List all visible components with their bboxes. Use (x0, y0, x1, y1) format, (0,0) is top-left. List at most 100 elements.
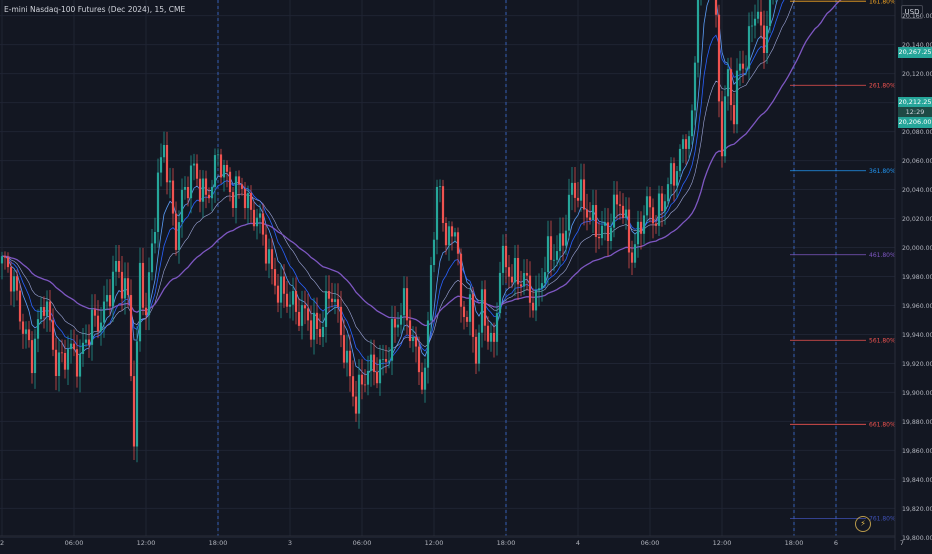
candle-body (111, 271, 115, 307)
candle-body (3, 256, 7, 258)
candle-body (174, 213, 178, 250)
candle-body (576, 197, 580, 201)
candle-body (579, 179, 583, 201)
candle-body (0, 256, 4, 264)
candle-body (51, 320, 55, 350)
candle-body (99, 322, 103, 332)
y-tick-label: 19,820.00 (902, 506, 932, 513)
time-axis: 2 06:00 12:00 18:00 3 06:00 12:00 18:00 4 06:00 12… (0, 535, 904, 547)
candle-body (63, 353, 67, 370)
candle-body (600, 225, 604, 239)
x-tick-label: 12:00 (713, 539, 732, 547)
candle-body (411, 336, 415, 342)
candle-body (84, 339, 88, 343)
candle-body (492, 332, 496, 342)
candle-body (108, 295, 112, 307)
candle-body (378, 359, 382, 384)
candle-body (495, 313, 499, 342)
candle-body (267, 249, 271, 264)
candle-body (117, 260, 121, 272)
candle-body (663, 201, 667, 212)
x-tick-label: 06:00 (641, 539, 660, 547)
candle-body (243, 188, 247, 209)
candle-body (486, 325, 490, 342)
candle-body (57, 352, 61, 377)
candle-body (516, 258, 520, 285)
candle-body (321, 326, 325, 337)
candle-body (465, 317, 469, 322)
candle-body (408, 320, 412, 342)
candle-body (720, 101, 724, 157)
candle-body (717, 14, 721, 102)
candle-body (300, 305, 304, 326)
candle-body (654, 223, 658, 226)
candle-body (6, 257, 10, 268)
candle-body (198, 178, 202, 202)
candle-body (327, 291, 331, 299)
candle-body (675, 171, 679, 186)
candle-body (360, 374, 364, 385)
fibonacci-levels: 161.80%61.80%50.00%61.80%161.80%261.80%3… (790, 0, 896, 523)
candle-body (642, 215, 646, 234)
lightning-icon[interactable]: ⚡ (855, 516, 871, 532)
grid-lines (0, 0, 903, 538)
candle-body (696, 0, 700, 63)
candle-body (165, 144, 169, 183)
candle-body (48, 301, 52, 321)
candle-body (336, 299, 340, 307)
candle-body (681, 139, 685, 149)
x-tick-label: 12:00 (137, 539, 156, 547)
candle-body (288, 304, 292, 307)
y-tick-label: 19,860.00 (902, 448, 932, 455)
y-tick-label: 19,840.00 (902, 477, 932, 484)
candle-body (630, 252, 634, 263)
candle-body (69, 343, 73, 350)
candle-body (240, 184, 244, 189)
y-tick-label: 19,880.00 (902, 419, 932, 426)
candle-body (531, 302, 535, 311)
candle-body (573, 182, 577, 198)
candle-body (564, 230, 568, 246)
candle-body (294, 291, 298, 312)
candle-body (216, 154, 220, 156)
candle-body (732, 105, 736, 125)
candle-body (501, 245, 505, 273)
candle-body (141, 262, 145, 308)
candle-body (306, 308, 310, 321)
candle-body (147, 272, 151, 316)
candle-body (534, 290, 538, 311)
candle-body (414, 336, 418, 347)
candle-body (588, 217, 592, 220)
candle-body (387, 360, 391, 362)
prior-high-tag: 20,267.25 (898, 47, 932, 58)
candle-body (144, 307, 148, 316)
y-tick-label: 20,000.00 (902, 245, 932, 252)
candle-body (129, 295, 133, 377)
candle-body (297, 311, 301, 326)
candle-body (432, 239, 436, 266)
candle-body (462, 306, 466, 318)
candle-body (525, 273, 529, 276)
candle-body (633, 244, 637, 263)
y-tick-label: 19,960.00 (902, 303, 932, 310)
candle-body (264, 234, 268, 264)
candle-body (366, 370, 370, 385)
x-tick-label: 18:00 (497, 539, 516, 547)
candle-body (498, 272, 502, 314)
candle-body (333, 299, 337, 302)
candle-body (420, 372, 424, 390)
last-price-tag: 20,212.25 (898, 97, 932, 108)
candle-body (390, 318, 394, 361)
candle-body (291, 291, 295, 305)
candle-body (273, 269, 277, 286)
candle-body (687, 136, 691, 149)
candle-body (45, 301, 49, 316)
candle-body (585, 209, 589, 218)
currency-unit[interactable]: USD (901, 5, 923, 19)
candle-body (351, 376, 355, 397)
candle-body (660, 193, 664, 212)
candle-body (375, 371, 379, 384)
candle-body (255, 217, 259, 227)
